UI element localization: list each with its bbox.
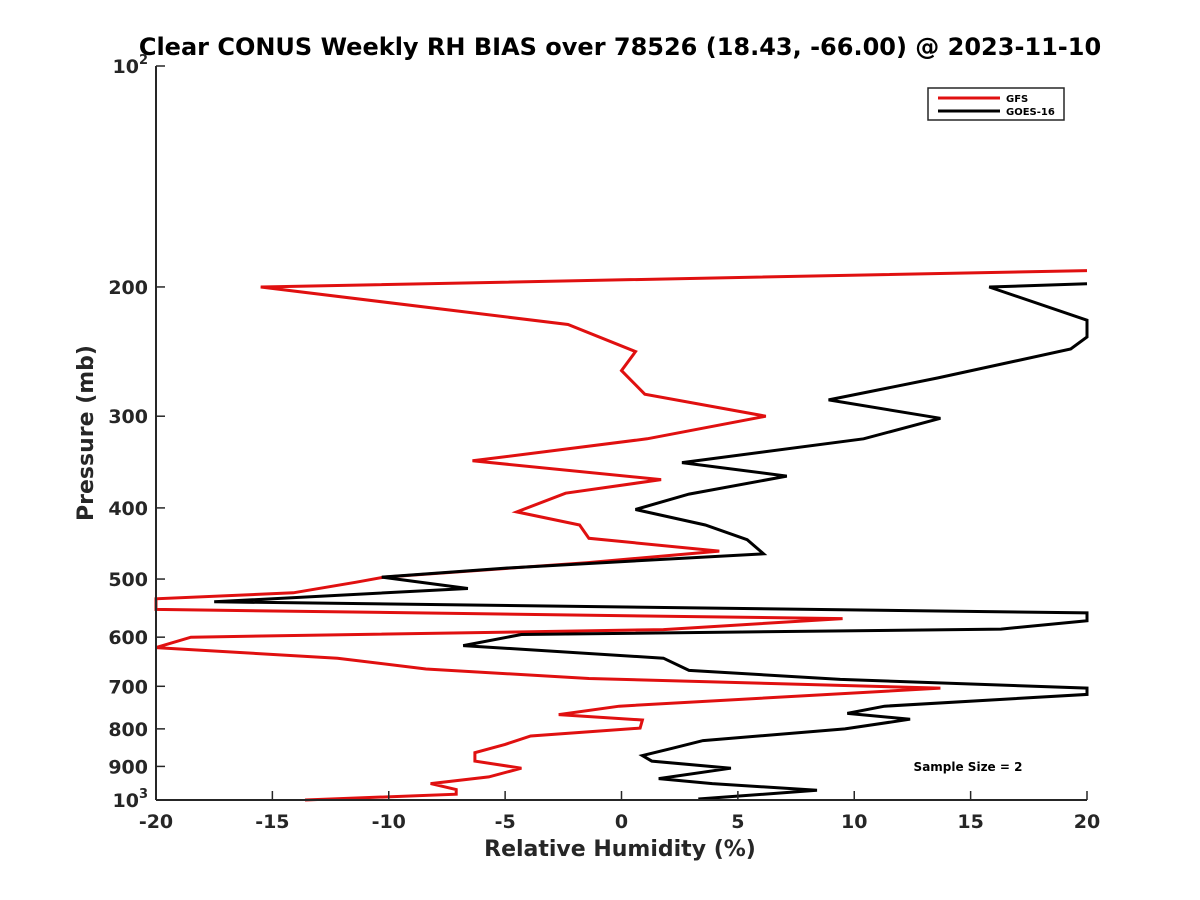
legend-label: GFS [1006,94,1028,105]
x-tick-label: 0 [615,811,628,833]
plot-area: -20 -15 -10 -5 0 5 10 15 20 102 200 300 400 500 600 70… [108,53,1100,833]
x-axis-ticks: -20 -15 -10 -5 0 5 10 15 20 [139,791,1100,833]
y-tick-label: 102 [113,53,149,78]
x-tick-label: 5 [731,811,744,833]
y-axis-label: Pressure (mb) [74,345,99,521]
y-axis-ticks: 102 200 300 400 500 600 700 800 900 103 [108,53,165,812]
series-layer [154,269,1089,802]
y-tick-label: 800 [108,719,148,741]
y-tick-label: 300 [108,406,148,428]
y-tick-label: 900 [108,756,148,778]
x-tick-label: -5 [495,811,516,833]
chart-title: Clear CONUS Weekly RH BIAS over 78526 (1… [139,33,1101,61]
series-line-goes-16 [214,282,1089,801]
sample-size-annotation: Sample Size = 2 [914,760,1023,774]
x-tick-label: 20 [1074,811,1100,833]
legend: GFS GOES-16 [927,87,1065,121]
x-tick-label: 10 [841,811,867,833]
legend-box [927,87,1065,121]
x-tick-label: 15 [957,811,983,833]
y-tick-label: 500 [108,569,148,591]
x-tick-label: -15 [255,811,289,833]
y-tick-label: 400 [108,498,148,520]
y-tick-label: 103 [113,787,149,812]
x-tick-label: -20 [139,811,173,833]
x-axis-label: Relative Humidity (%) [484,837,756,862]
y-tick-label: 700 [108,676,148,698]
series-line-gfs [154,269,1088,802]
y-tick-label: 200 [108,277,148,299]
y-tick-label: 600 [108,627,148,649]
x-tick-label: -10 [372,811,406,833]
legend-label: GOES-16 [1006,107,1055,118]
